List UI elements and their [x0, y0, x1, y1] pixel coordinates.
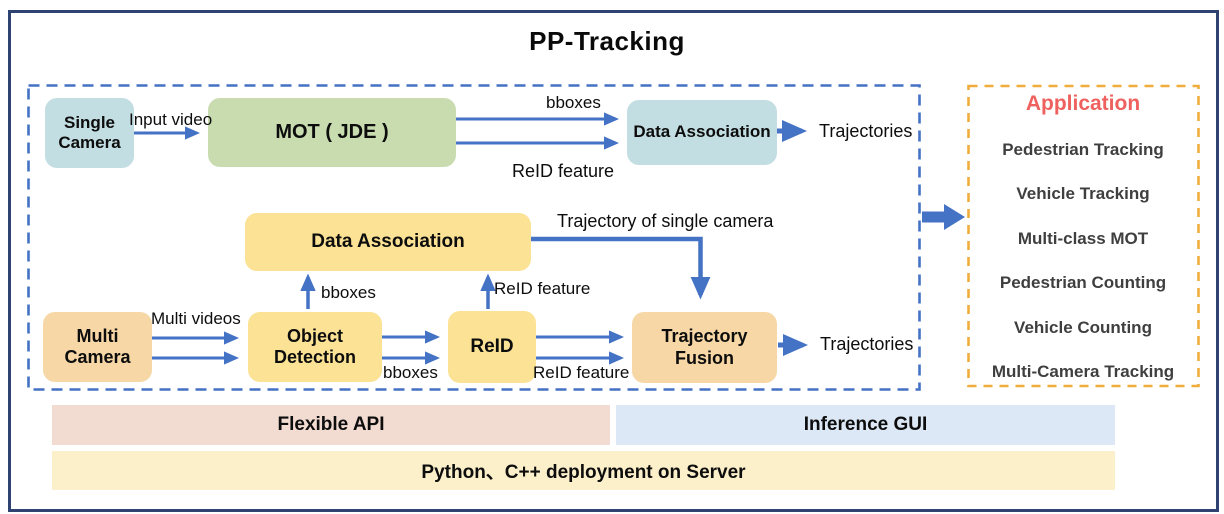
label-bboxes-top: bboxes [546, 93, 601, 112]
application-item-pedestrian-counting: Pedestrian Counting [999, 273, 1167, 293]
label-trajectories-bottom: Trajectories [820, 334, 914, 354]
node-single-camera: Single Camera [45, 98, 134, 168]
application-list: Pedestrian Tracking Vehicle Tracking Mul… [968, 140, 1198, 382]
label-trajectory-single-camera: Trajectory of single camera [557, 211, 774, 231]
node-data-association-mid: Data Association [245, 213, 531, 271]
label-reid-feature-bottom: ReID feature [533, 363, 630, 382]
application-item-vehicle-tracking: Vehicle Tracking [1016, 184, 1150, 204]
node-mot-jde: MOT ( JDE ) [208, 98, 456, 167]
bar-deployment: Python、C++ deployment on Server [52, 451, 1115, 490]
node-multi-camera: Multi Camera [43, 312, 152, 382]
bar-inference-gui: Inference GUI [616, 405, 1115, 445]
label-multi-videos: Multi videos [151, 309, 241, 328]
application-item-multiclass-mot: Multi-class MOT [1017, 228, 1149, 248]
bar-flexible-api: Flexible API [52, 405, 610, 445]
page-title: PP-Tracking [529, 26, 685, 56]
node-trajectory-fusion: Trajectory Fusion [632, 312, 777, 383]
application-item-pedestrian-tracking: Pedestrian Tracking [1002, 140, 1164, 159]
label-reid-feature-top: ReID feature [512, 161, 615, 181]
label-trajectories-top: Trajectories [819, 121, 913, 141]
outer-frame [8, 10, 1219, 512]
label-input-video: Input video [129, 110, 213, 129]
label-bboxes-bottom: bboxes [383, 363, 438, 382]
label-reid-feature-up: ReID feature [494, 279, 591, 298]
node-data-association-top: Data Association [627, 100, 777, 165]
label-bboxes-up: bboxes [321, 283, 376, 302]
application-item-vehicle-counting: Vehicle Counting [1014, 317, 1152, 337]
node-reid: ReID [448, 311, 536, 383]
node-object-detection: Object Detection [248, 312, 382, 382]
application-title: Application [1025, 92, 1141, 115]
application-item-multicamera-tracking: Multi-Camera Tracking [991, 361, 1175, 381]
